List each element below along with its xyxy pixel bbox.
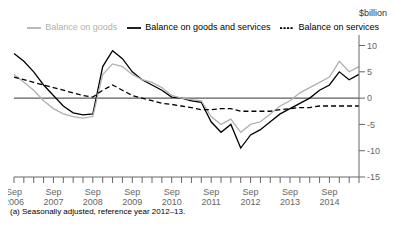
svg-text:-10: -10: [367, 146, 380, 156]
svg-text:Sep2013: Sep2013: [280, 187, 300, 205]
svg-text:Sep2008: Sep2008: [83, 187, 103, 205]
html-text:Balance on services: Balance on services: [298, 22, 379, 33]
html-text:$billion: $billion: [359, 8, 387, 18]
html-text:Balance on goods: Balance on goods: [45, 22, 118, 33]
svg-text:-5: -5: [367, 120, 375, 130]
svg-text:Sep2009: Sep2009: [122, 187, 142, 205]
html-text:Balance on goods and services: Balance on goods and services: [145, 22, 271, 33]
svg-text:Sep2014: Sep2014: [319, 187, 339, 205]
svg-text:Sep2012: Sep2012: [241, 187, 261, 205]
svg-text:0: 0: [367, 93, 372, 103]
svg-text:Sep2007: Sep2007: [43, 187, 63, 205]
svg-text:10: 10: [367, 41, 377, 51]
svg-text:Sep2006: Sep2006: [8, 187, 24, 205]
svg-text:Sep2010: Sep2010: [162, 187, 182, 205]
html-text:(a) Seasonally adjusted, refer: (a) Seasonally adjusted, reference year …: [10, 207, 186, 216]
svg-text:-15: -15: [367, 172, 380, 182]
svg-text:Sep2011: Sep2011: [201, 187, 220, 205]
svg-text:5: 5: [367, 67, 372, 77]
